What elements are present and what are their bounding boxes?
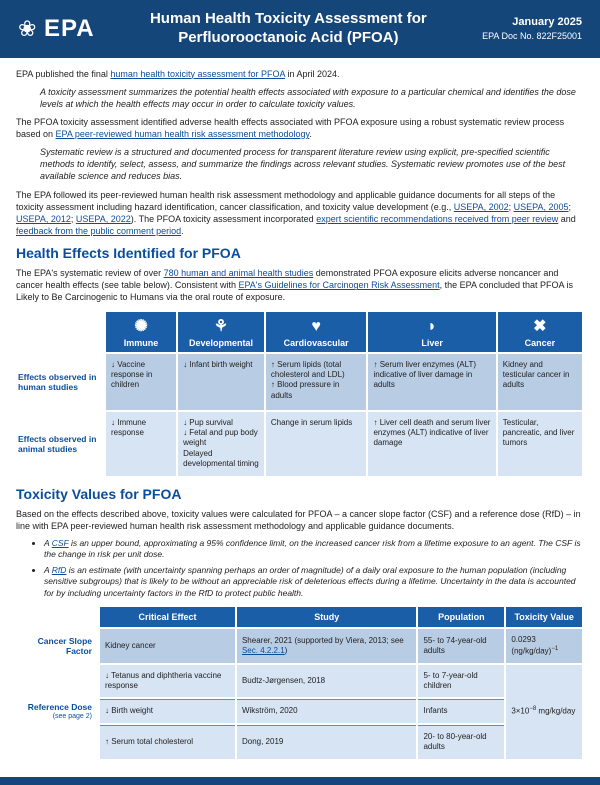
- tox-label-rfd: Reference Dose (see page 2): [18, 665, 98, 759]
- doc-body: EPA published the final human health tox…: [0, 58, 600, 771]
- intro-p4: Systematic review is a structured and do…: [40, 146, 584, 182]
- doc-meta: January 2025 EPA Doc No. 822F25001: [482, 16, 582, 41]
- tox-col-value: Toxicity Value: [506, 607, 582, 627]
- tox-rfd-value: 3×10−8 mg/kg/day: [506, 665, 582, 759]
- doc-date: January 2025: [482, 16, 582, 28]
- tox-rfd1-effect: ↓ Tetanus and diphtheria vaccine respons…: [100, 665, 235, 698]
- heading-toxicity-values: Toxicity Values for PFOA: [16, 486, 584, 502]
- cancer-icon: ✖: [500, 316, 580, 336]
- tox-col-effect: Critical Effect: [100, 607, 235, 627]
- link-toxicity-assessment[interactable]: human health toxicity assessment for PFO…: [110, 69, 285, 79]
- doc-number: EPA Doc No. 822F25001: [482, 31, 582, 41]
- hx-col-cancer: ✖Cancer: [498, 312, 582, 352]
- tox-col-population: Population: [418, 607, 504, 627]
- intro-p2: A toxicity assessment summarizes the pot…: [40, 86, 584, 110]
- hx-animal-cancer: Testicular, pancreatic, and liver tumors: [498, 412, 582, 476]
- link-rfd-def[interactable]: RfD: [52, 565, 67, 575]
- heading-health-effects: Health Effects Identified for PFOA: [16, 245, 584, 261]
- developmental-icon: ⚘: [180, 316, 262, 336]
- link-sec-4221[interactable]: Sec. 4.2.2.1: [242, 646, 285, 655]
- link-780-studies[interactable]: 780 human and animal health studies: [164, 268, 314, 278]
- tox-col-study: Study: [237, 607, 417, 627]
- health-effects-table: ✺Immune ⚘Developmental ♥Cardiovascular ◗…: [16, 310, 584, 478]
- tox-header-row: Critical Effect Study Population Toxicit…: [18, 607, 582, 627]
- epa-logo-text: EPA: [44, 15, 95, 43]
- link-methodology[interactable]: EPA peer-reviewed human health risk asse…: [56, 129, 310, 139]
- hx-human-cancer: Kidney and testicular cancer in adults: [498, 354, 582, 410]
- tox-rfd-row-2: ↓ Birth weight Wikström, 2020 Infants: [18, 699, 582, 722]
- tox-csf-effect: Kidney cancer: [100, 629, 235, 662]
- liver-icon: ◗: [370, 318, 493, 336]
- intro-p1: EPA published the final human health tox…: [16, 68, 584, 80]
- hx-human-immune: ↓ Vaccine response in children: [106, 354, 176, 410]
- tox-csf-row: Cancer Slope Factor Kidney cancer Sheare…: [18, 629, 582, 662]
- hx-human-developmental: ↓ Infant birth weight: [178, 354, 264, 410]
- tox-rfd2-pop: Infants: [418, 699, 504, 722]
- hx-human-liver: ↑ Serum liver enzymes (ALT) indicative o…: [368, 354, 495, 410]
- hx-human-cardio: ↑ Serum lipids (total cholesterol and LD…: [266, 354, 367, 410]
- tox-bullet-rfd: A RfD is an estimate (with uncertainty s…: [44, 565, 584, 599]
- tox-csf-study: Shearer, 2021 (supported by Viera, 2013;…: [237, 629, 417, 662]
- link-usepa-2012[interactable]: USEPA, 2012: [16, 214, 71, 224]
- link-usepa-2005[interactable]: USEPA, 2005: [514, 202, 569, 212]
- hx-animal-immune: ↓ Immune response: [106, 412, 176, 476]
- hx-col-immune: ✺Immune: [106, 312, 176, 352]
- link-csf-def[interactable]: CSF: [52, 538, 69, 548]
- epa-flower-icon: [18, 18, 40, 40]
- tox-corner: [18, 607, 98, 627]
- link-carcinogen-guidelines[interactable]: EPA's Guidelines for Carcinogen Risk Ass…: [238, 280, 439, 290]
- immune-icon: ✺: [108, 316, 174, 336]
- hx-animal-cardio: Change in serum lipids: [266, 412, 367, 476]
- tox-bullet-csf: A CSF is an upper bound, approximating a…: [44, 538, 584, 561]
- doc-title-line1: Human Health Toxicity Assessment for: [109, 10, 469, 29]
- hx-col-cardiovascular: ♥Cardiovascular: [266, 312, 367, 352]
- doc-title-line2: Perfluorooctanoic Acid (PFOA): [109, 29, 469, 48]
- hx-col-developmental: ⚘Developmental: [178, 312, 264, 352]
- tox-label-csf: Cancer Slope Factor: [18, 629, 98, 662]
- tox-rfd1-study: Budtz-Jørgensen, 2018: [237, 665, 417, 698]
- tox-rfd2-effect: ↓ Birth weight: [100, 699, 235, 722]
- intro-p3: The PFOA toxicity assessment identified …: [16, 116, 584, 140]
- tox-p1: Based on the effects described above, to…: [16, 508, 584, 532]
- tox-rfd3-study: Dong, 2019: [237, 725, 417, 759]
- hx-animal-row: Effects observed in animal studies ↓ Imm…: [18, 412, 582, 476]
- epa-logo: EPA: [18, 15, 95, 43]
- hx-rowlabel-human: Effects observed in human studies: [18, 354, 104, 410]
- hx-p1: The EPA's systematic review of over 780 …: [16, 267, 584, 303]
- hx-col-liver: ◗Liver: [368, 312, 495, 352]
- heart-icon: ♥: [268, 318, 365, 336]
- tox-rfd3-effect: ↑ Serum total cholesterol: [100, 725, 235, 759]
- hx-human-row: Effects observed in human studies ↓ Vacc…: [18, 354, 582, 410]
- hx-corner: [18, 312, 104, 352]
- doc-header: EPA Human Health Toxicity Assessment for…: [0, 0, 600, 58]
- tox-rfd2-study: Wikström, 2020: [237, 699, 417, 722]
- tox-rfd3-pop: 20- to 80-year-old adults: [418, 725, 504, 759]
- tox-rfd-row-3: ↑ Serum total cholesterol Dong, 2019 20-…: [18, 725, 582, 759]
- hx-animal-developmental: ↓ Pup survival ↓ Fetal and pup body weig…: [178, 412, 264, 476]
- hx-animal-liver: ↑ Liver cell death and serum liver enzym…: [368, 412, 495, 476]
- tox-rfd1-pop: 5- to 7-year-old children: [418, 665, 504, 698]
- tox-bullets: A CSF is an upper bound, approximating a…: [44, 538, 584, 599]
- tox-rfd-row-1: Reference Dose (see page 2) ↓ Tetanus an…: [18, 665, 582, 698]
- toxicity-values-table: Critical Effect Study Population Toxicit…: [16, 605, 584, 760]
- tox-csf-value: 0.0293 (ng/kg/day)−1: [506, 629, 582, 662]
- hx-header-row: ✺Immune ⚘Developmental ♥Cardiovascular ◗…: [18, 312, 582, 352]
- link-public-comment[interactable]: feedback from the public comment period: [16, 226, 181, 236]
- hx-rowlabel-animal: Effects observed in animal studies: [18, 412, 104, 476]
- doc-title-wrap: Human Health Toxicity Assessment for Per…: [109, 10, 469, 48]
- tox-csf-pop: 55- to 74-year-old adults: [418, 629, 504, 662]
- link-peer-review[interactable]: expert scientific recommendations receiv…: [316, 214, 558, 224]
- intro-p5: The EPA followed its peer-reviewed human…: [16, 189, 584, 238]
- link-usepa-2002[interactable]: USEPA, 2002: [454, 202, 509, 212]
- link-usepa-2022[interactable]: USEPA, 2022: [76, 214, 131, 224]
- footer-bar: [0, 777, 600, 785]
